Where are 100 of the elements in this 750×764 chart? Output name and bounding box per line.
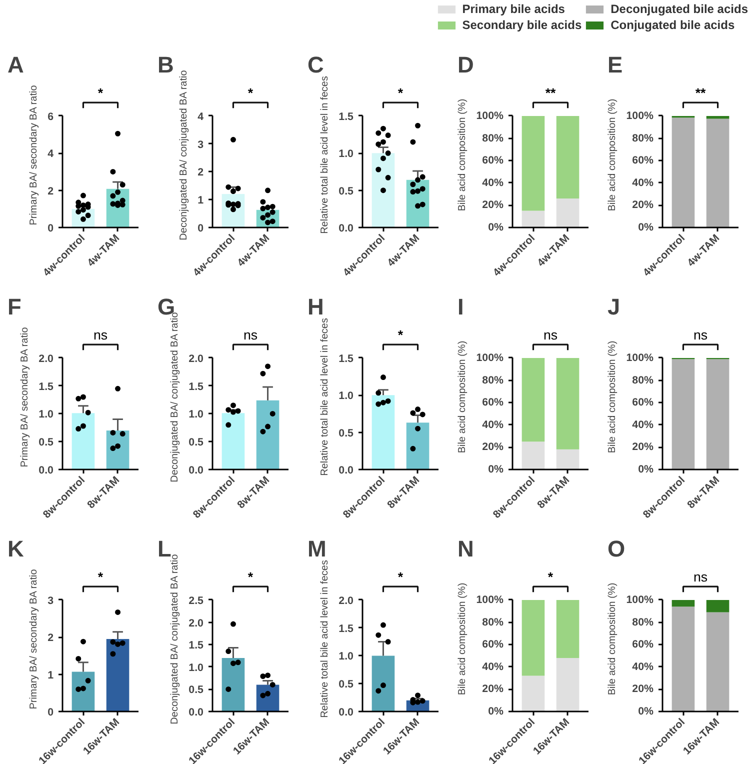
chart-title: J — [608, 294, 620, 320]
y-tick-label: 2 — [198, 166, 204, 179]
text: ns — [93, 327, 108, 342]
y-axis-title: Bile acid composition (%) — [457, 98, 468, 212]
y-tick-label: 40% — [632, 660, 654, 673]
chart-title: H — [308, 294, 324, 320]
chart-title: L — [158, 536, 172, 562]
y-tick-label: 0.5 — [38, 436, 54, 449]
y-tick-label: 6 — [48, 110, 54, 123]
y-tick-label: 60% — [632, 638, 654, 651]
text: ** — [695, 85, 706, 100]
chart-title: O — [608, 536, 626, 562]
y-tick-label: 60% — [632, 154, 654, 167]
y-tick-label: 2.0 — [338, 594, 354, 607]
y-tick-label: 0.0 — [188, 464, 204, 476]
y-tick-label: 1.5 — [338, 352, 354, 365]
y-tick-label: 40% — [482, 176, 504, 189]
y-tick-label: 20% — [482, 199, 504, 212]
y-axis-title: Deconjugated BA/ conjugated BA ratio — [170, 554, 181, 724]
y-tick-label: 40% — [632, 418, 654, 431]
y-tick-label: 80% — [482, 616, 504, 628]
y-tick-label: 20% — [632, 683, 654, 696]
y-tick-label: 3 — [198, 138, 204, 151]
y-tick-label: 2.0 — [188, 617, 204, 630]
y-axis-title: Primary BA/ secondary BA ratio — [28, 84, 40, 226]
y-tick-label: 0% — [488, 464, 504, 476]
text: * — [98, 569, 104, 584]
y-tick-label: 2 — [48, 185, 54, 198]
text: * — [398, 569, 404, 584]
y-tick-label: 4 — [198, 110, 204, 123]
chart-title: F — [8, 294, 22, 320]
y-tick-label: 80% — [482, 374, 504, 386]
y-tick-label: 3 — [48, 594, 54, 607]
y-tick-label: 100% — [626, 352, 654, 364]
chart-title: M — [308, 536, 326, 562]
chart-title: C — [308, 52, 324, 78]
text: ** — [545, 85, 556, 100]
y-axis-title: Relative total bile acid level in feces — [320, 318, 331, 476]
y-tick-label: 80% — [482, 132, 504, 144]
chart-title: D — [458, 52, 474, 78]
text: * — [248, 569, 254, 584]
y-tick-label: 0 — [48, 706, 54, 718]
legend-label: Conjugated bile acids — [610, 18, 735, 32]
y-tick-label: 4 — [48, 148, 54, 160]
legend-label: Deconjugated bile acids — [610, 2, 748, 16]
y-tick-label: 100% — [626, 594, 654, 606]
legend-label: Secondary bile acids — [462, 18, 582, 32]
y-tick-label: 0 — [48, 222, 54, 234]
y-tick-label: 100% — [626, 110, 654, 122]
y-tick-label: 1.0 — [338, 650, 354, 663]
y-tick-label: 100% — [476, 594, 504, 606]
chart-title: N — [458, 536, 474, 562]
y-tick-label: 2.0 — [188, 352, 204, 365]
y-tick-label: 0.0 — [338, 222, 354, 234]
y-tick-label: 1.5 — [338, 110, 354, 123]
y-tick-label: 60% — [482, 154, 504, 167]
y-tick-label: 0% — [488, 222, 504, 234]
y-tick-label: 0.0 — [338, 706, 354, 718]
y-tick-label: 1.5 — [188, 380, 204, 393]
text: ns — [693, 327, 708, 342]
y-tick-label: 0.5 — [338, 678, 354, 691]
text: * — [548, 569, 554, 584]
y-tick-label: 60% — [482, 396, 504, 409]
y-tick-label: 0.0 — [188, 706, 204, 718]
text: ns — [543, 327, 558, 342]
y-tick-label: 60% — [482, 638, 504, 651]
y-tick-label: 0% — [638, 706, 654, 718]
y-axis-title: Bile acid composition (%) — [607, 98, 618, 212]
y-tick-label: 1.0 — [188, 662, 204, 674]
y-tick-label: 0.5 — [188, 436, 204, 449]
y-tick-label: 0.5 — [338, 427, 354, 440]
y-tick-label: 1.0 — [38, 408, 54, 421]
chart-title: E — [608, 52, 623, 78]
y-tick-label: 0% — [638, 222, 654, 234]
y-tick-label: 80% — [632, 132, 654, 144]
chart-title: K — [8, 536, 24, 562]
y-axis-title: Primary BA/ secondary BA ratio — [20, 326, 31, 468]
y-tick-label: 80% — [632, 616, 654, 628]
y-axis-title: Primary BA/ secondary BA ratio — [28, 568, 40, 710]
y-tick-label: 20% — [632, 199, 654, 212]
y-tick-label: 20% — [482, 441, 504, 454]
y-axis-title: Bile acid composition (%) — [607, 340, 618, 454]
text: * — [248, 85, 254, 100]
y-tick-label: 1.0 — [188, 408, 204, 421]
y-tick-label: 2 — [48, 632, 54, 644]
y-tick-label: 40% — [482, 660, 504, 673]
text: * — [98, 85, 104, 100]
y-axis-title: Relative total bile acid level in feces — [320, 560, 331, 718]
y-axis-title: Relative total bile acid level in feces — [320, 76, 331, 234]
y-tick-label: 20% — [482, 683, 504, 696]
chart-title: I — [458, 294, 464, 320]
y-tick-label: 1.5 — [188, 640, 204, 652]
y-tick-label: 0% — [488, 706, 504, 718]
y-tick-label: 40% — [482, 418, 504, 431]
y-tick-label: 0 — [198, 222, 204, 234]
chart-title: A — [8, 52, 24, 78]
y-axis-title: Bile acid composition (%) — [457, 582, 468, 696]
chart-title: B — [158, 52, 174, 78]
y-tick-label: 100% — [476, 110, 504, 122]
y-tick-label: 0.0 — [338, 464, 354, 476]
